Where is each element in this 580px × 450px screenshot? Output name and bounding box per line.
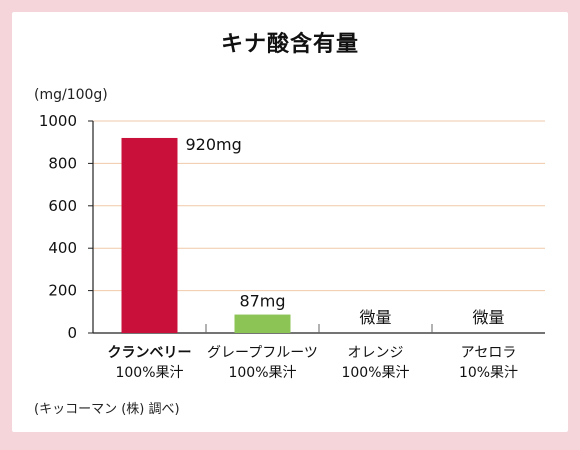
x-category-label: グレープフルーツ: [207, 345, 318, 361]
value-label: 微量: [472, 308, 504, 327]
x-category-sublabel: 100%果汁: [228, 365, 296, 381]
x-category-label: クランベリー: [108, 345, 192, 361]
value-label: 920mg: [186, 135, 242, 154]
value-label: 87mg: [239, 292, 285, 311]
y-tick-label: 400: [48, 239, 77, 257]
x-category-label: オレンジ: [348, 345, 404, 361]
x-category-sublabel: 10%果汁: [459, 365, 518, 381]
bar: [121, 137, 178, 333]
x-category-sublabel: 100%果汁: [341, 365, 409, 381]
source-note: (キッコーマン (株) 調べ): [34, 402, 180, 417]
y-tick-label: 200: [48, 282, 77, 300]
chart-title: キナ酸含有量: [220, 32, 359, 57]
y-tick-label: 600: [48, 197, 77, 215]
x-category-sublabel: 100%果汁: [115, 365, 183, 381]
x-category-label: アセロラ: [461, 345, 517, 361]
y-tick-label: 800: [48, 154, 77, 172]
y-tick-label: 0: [67, 324, 77, 342]
chart-card: [12, 12, 568, 432]
y-tick-label: 1000: [39, 112, 77, 130]
bar: [234, 314, 291, 333]
value-label: 微量: [359, 308, 391, 327]
unit-label: (mg/100g): [34, 87, 108, 103]
